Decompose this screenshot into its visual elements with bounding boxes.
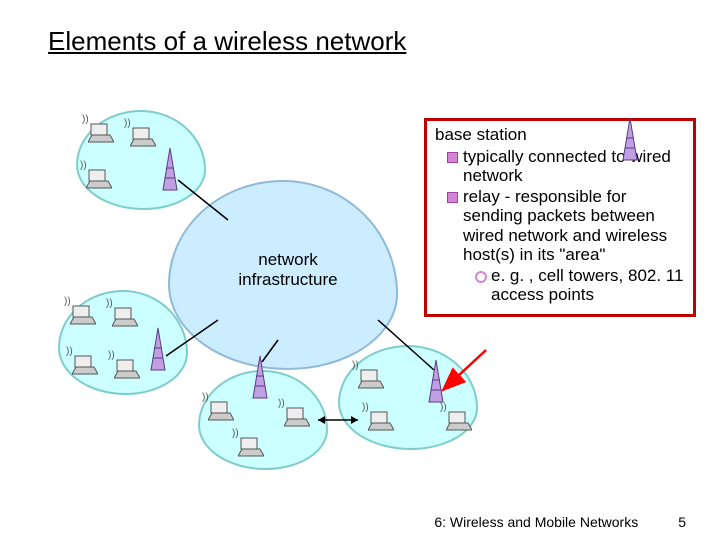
footer-chapter: 6: Wireless and Mobile Networks xyxy=(434,514,638,530)
laptop-icon xyxy=(358,368,384,390)
signal-icon: )) xyxy=(362,402,369,413)
laptop-icon xyxy=(86,168,112,190)
signal-icon: )) xyxy=(232,428,239,439)
callout-header-text: base station xyxy=(435,125,527,144)
laptop-icon xyxy=(88,122,114,144)
signal-icon: )) xyxy=(124,118,131,129)
page-title: Elements of a wireless network xyxy=(48,26,406,57)
laptop-icon xyxy=(284,406,310,428)
callout-header: base station xyxy=(435,125,687,145)
callout-b2sub-text: e. g. , cell towers, 802. 11 access poin… xyxy=(491,266,683,305)
base-station-icon xyxy=(148,328,168,370)
base-station-icon xyxy=(620,118,640,160)
link-lines xyxy=(48,110,488,500)
laptop-icon xyxy=(114,358,140,380)
infra-label-l1: network xyxy=(258,250,318,269)
base-station-icon xyxy=(250,356,270,398)
signal-icon: )) xyxy=(80,160,87,171)
base-station-icon xyxy=(426,360,446,402)
signal-icon: )) xyxy=(106,298,113,309)
callout-subbullet: e. g. , cell towers, 802. 11 access poin… xyxy=(475,266,687,305)
callout-bullet-2: relay - responsible for sending packets … xyxy=(447,187,687,305)
laptop-icon xyxy=(72,354,98,376)
laptop-icon xyxy=(112,306,138,328)
infrastructure-label: network infrastructure xyxy=(213,250,363,289)
infra-label-l2: infrastructure xyxy=(238,270,337,289)
laptop-icon xyxy=(446,410,472,432)
signal-icon: )) xyxy=(64,296,71,307)
laptop-icon xyxy=(208,400,234,422)
footer-page: 5 xyxy=(678,514,686,530)
signal-icon: )) xyxy=(352,360,359,371)
laptop-icon xyxy=(238,436,264,458)
footer: 6: Wireless and Mobile Networks 5 xyxy=(434,514,686,530)
diagram-stage: network infrastructure )) )) )) )) )) ))… xyxy=(48,110,448,500)
callout-list: typically connected to wired network rel… xyxy=(435,147,687,305)
signal-icon: )) xyxy=(66,346,73,357)
laptop-icon xyxy=(70,304,96,326)
callout-box: base station typically connected to wire… xyxy=(424,118,696,317)
signal-icon: )) xyxy=(440,402,447,413)
signal-icon: )) xyxy=(278,398,285,409)
laptop-icon xyxy=(130,126,156,148)
laptop-icon xyxy=(368,410,394,432)
signal-icon: )) xyxy=(108,350,115,361)
signal-icon: )) xyxy=(202,392,209,403)
base-station-icon xyxy=(160,148,180,190)
callout-bullet-1: typically connected to wired network xyxy=(447,147,687,186)
signal-icon: )) xyxy=(82,114,89,125)
callout-b2-text: relay - responsible for sending packets … xyxy=(463,187,667,265)
